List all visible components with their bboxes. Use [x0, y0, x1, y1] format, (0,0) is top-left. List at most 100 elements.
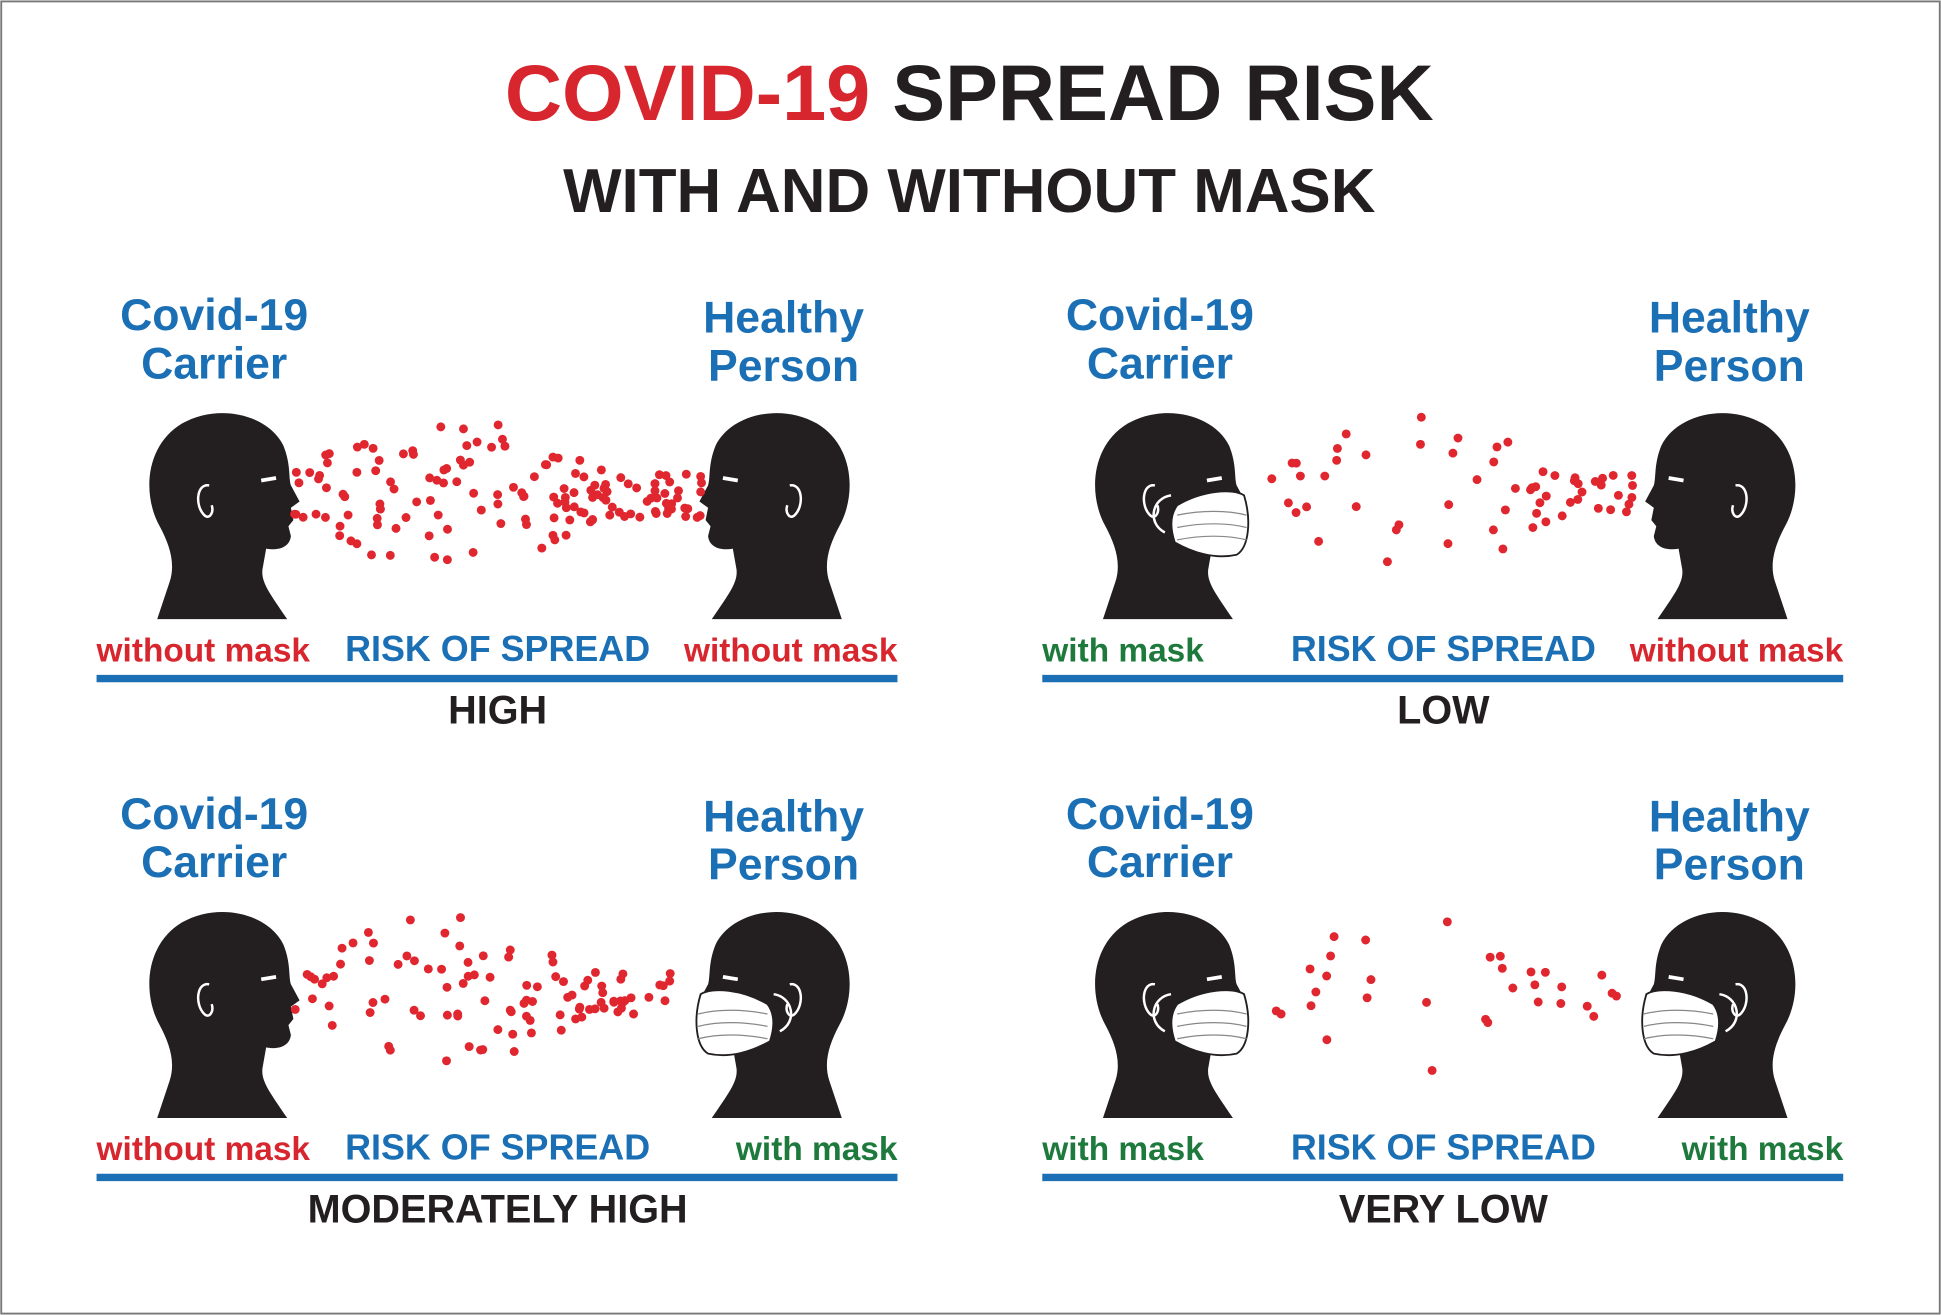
risk-label: RISK OF SPREAD — [1291, 1128, 1596, 1168]
droplet — [329, 971, 339, 981]
droplet — [398, 449, 408, 459]
droplet — [1283, 498, 1293, 508]
droplet — [505, 945, 515, 955]
droplet — [425, 473, 435, 483]
droplet — [1361, 935, 1371, 945]
ear — [196, 484, 214, 518]
droplet — [1416, 439, 1425, 449]
droplet — [324, 1001, 334, 1011]
droplet — [599, 483, 609, 493]
healthy-label: Person — [708, 342, 859, 391]
droplet — [453, 1009, 463, 1019]
droplet — [537, 543, 547, 553]
droplet — [311, 509, 321, 519]
droplet — [1311, 987, 1321, 997]
droplet — [401, 513, 411, 522]
mask-fold — [698, 1022, 768, 1027]
droplet — [1322, 1035, 1332, 1045]
droplet — [1382, 557, 1392, 567]
ear — [196, 983, 214, 1017]
droplet — [555, 1010, 565, 1020]
droplet — [1540, 967, 1550, 977]
droplet — [1590, 477, 1600, 486]
droplet — [598, 988, 608, 998]
droplet — [571, 1014, 581, 1024]
droplet — [517, 488, 527, 498]
eye — [722, 975, 739, 982]
droplet — [1597, 970, 1607, 980]
droplet — [607, 502, 617, 512]
droplet — [556, 1025, 566, 1035]
droplet — [1306, 1001, 1316, 1011]
droplet — [585, 1004, 594, 1014]
droplet — [476, 505, 486, 515]
droplet — [317, 979, 327, 989]
eye — [260, 476, 277, 483]
droplet — [409, 1005, 419, 1015]
droplet — [559, 484, 569, 493]
droplet — [665, 969, 675, 978]
droplet — [1295, 471, 1305, 481]
left-status: with mask — [1041, 632, 1204, 669]
droplet — [1495, 951, 1505, 961]
droplet — [1320, 471, 1330, 481]
droplet — [571, 468, 580, 478]
droplet — [1443, 539, 1453, 549]
droplet — [458, 978, 468, 988]
droplet — [529, 472, 539, 482]
droplet — [650, 506, 660, 516]
droplet — [327, 1020, 337, 1030]
healthy-label: Healthy — [703, 294, 864, 343]
droplet — [1606, 505, 1616, 515]
droplet — [385, 550, 395, 560]
droplet — [548, 957, 558, 967]
droplet — [586, 485, 596, 495]
droplet — [1485, 952, 1495, 962]
droplet — [380, 994, 390, 1004]
droplet — [660, 996, 670, 1006]
droplet — [1503, 437, 1513, 447]
droplet — [423, 964, 433, 974]
droplet — [696, 471, 706, 481]
droplet — [487, 442, 497, 452]
droplet — [1329, 932, 1339, 942]
droplet — [1442, 917, 1452, 927]
droplet — [1351, 502, 1361, 512]
droplet — [681, 469, 691, 479]
mask-fold — [698, 1034, 768, 1040]
droplet — [579, 472, 589, 482]
risk-label: RISK OF SPREAD — [345, 1128, 650, 1168]
ear — [1142, 983, 1160, 1017]
mask-strap — [1719, 992, 1739, 1033]
title: COVID-19 SPREAD RISK — [505, 48, 1434, 137]
droplet — [294, 478, 304, 488]
droplet — [305, 468, 315, 478]
droplet — [574, 1004, 584, 1014]
droplet — [1322, 971, 1332, 981]
mask-fold — [1177, 1022, 1247, 1027]
droplet — [1427, 1066, 1437, 1075]
carrier-label: Covid-19 — [1066, 291, 1254, 340]
droplet — [664, 504, 674, 514]
droplet — [1448, 448, 1458, 458]
droplet — [1530, 980, 1540, 990]
droplet — [1362, 993, 1372, 1003]
droplet — [605, 510, 615, 520]
droplet — [443, 524, 452, 534]
droplet — [324, 449, 334, 459]
droplet — [1532, 508, 1542, 518]
carrier-head — [1095, 413, 1250, 620]
droplet — [1391, 525, 1401, 535]
droplet — [629, 1009, 639, 1019]
droplet — [504, 952, 514, 962]
droplet — [569, 488, 579, 498]
droplet — [509, 1047, 519, 1056]
droplet — [1341, 429, 1351, 439]
droplet — [1302, 502, 1312, 512]
droplet — [365, 1008, 375, 1017]
droplet — [579, 508, 589, 518]
droplet — [561, 530, 571, 540]
